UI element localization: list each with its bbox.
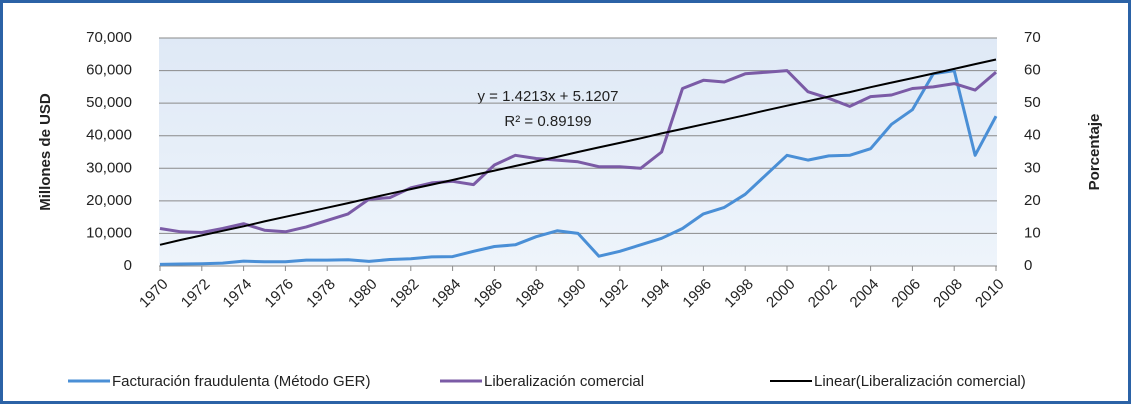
y2-tick-label: 70 <box>1024 29 1041 46</box>
y-tick-label: 30,000 <box>86 159 132 176</box>
y2-tick-label: 30 <box>1024 159 1041 176</box>
y2-tick-label: 50 <box>1024 94 1041 111</box>
legend-label: Facturación fraudulenta (Método GER) <box>112 373 370 390</box>
y2-tick-label: 0 <box>1024 257 1032 274</box>
trend-r2: R² = 0.89199 <box>504 113 591 130</box>
y-tick-label: 10,000 <box>86 224 132 241</box>
y-tick-label: 50,000 <box>86 94 132 111</box>
legend-label: Liberalización comercial <box>484 373 644 390</box>
y-tick-label: 70,000 <box>86 29 132 46</box>
y-tick-label: 60,000 <box>86 62 132 79</box>
y2-axis-label: Porcentaje <box>1086 114 1103 191</box>
y2-tick-label: 20 <box>1024 192 1041 209</box>
y2-tick-label: 10 <box>1024 224 1041 241</box>
legend-label: Linear(Liberalización comercial) <box>814 373 1026 390</box>
y-tick-label: 0 <box>124 257 132 274</box>
series-line <box>159 69 998 266</box>
y2-tick-label: 40 <box>1024 127 1041 144</box>
y-axis-label: Millones de USD <box>37 93 54 211</box>
y2-tick-label: 60 <box>1024 62 1041 79</box>
series-line <box>159 58 997 246</box>
y-tick-label: 40,000 <box>86 127 132 144</box>
y-tick-label: 20,000 <box>86 192 132 209</box>
series-line <box>159 69 997 234</box>
trend-equation: y = 1.4213x + 5.1207 <box>478 88 619 105</box>
